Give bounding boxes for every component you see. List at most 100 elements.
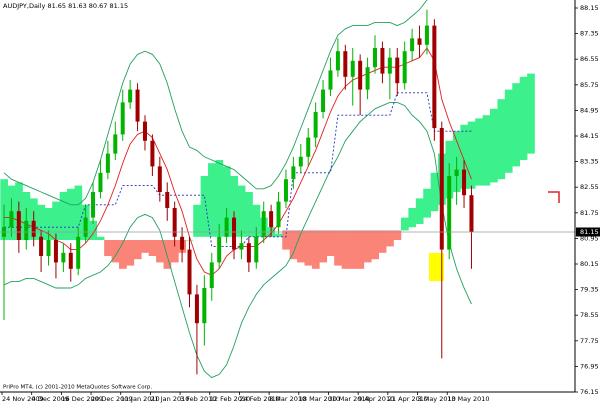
price-box <box>576 227 600 237</box>
candle-body <box>358 60 363 90</box>
x-tick-label: 4 Dec 2009 <box>32 395 69 403</box>
x-tick-label: 3 Feb 2010 <box>180 395 216 403</box>
candle-body <box>283 179 288 202</box>
candle-body <box>9 211 14 228</box>
cloud-column <box>156 240 164 263</box>
cloud-column <box>319 230 328 263</box>
cloud-column <box>37 204 46 240</box>
candle-body <box>239 243 244 250</box>
price-label: 81.15 <box>580 228 599 236</box>
cloud-column <box>230 176 239 237</box>
candle-body <box>46 240 51 256</box>
candle-body <box>424 25 429 45</box>
candle-body <box>91 192 96 218</box>
cloud-column <box>111 240 120 263</box>
cloud-column <box>504 89 513 173</box>
x-tick-label: 30 Mar 2010 <box>328 395 369 403</box>
candle-body <box>217 236 222 263</box>
candle-body <box>276 201 281 228</box>
cloud-column <box>363 230 372 263</box>
candle-body <box>142 121 147 141</box>
cloud-column <box>208 163 216 237</box>
candle-body <box>135 89 140 122</box>
candle-body <box>246 243 251 263</box>
cloud-column <box>200 176 209 237</box>
candle-body <box>328 70 333 90</box>
candle-body <box>410 38 415 52</box>
cloud-column <box>311 230 320 269</box>
cloud-column <box>304 230 313 266</box>
candle-body <box>61 252 66 263</box>
candle-body <box>180 236 185 250</box>
candle-body <box>128 89 133 103</box>
candle-body <box>209 262 214 288</box>
candle-body <box>387 57 392 74</box>
y-tick-label: 76.15 <box>580 388 599 396</box>
y-tick-label: 81.75 <box>580 209 599 217</box>
cloud-column <box>67 188 75 240</box>
cloud-column <box>378 230 387 253</box>
cloud-column <box>475 118 483 186</box>
cloud-column <box>74 185 83 240</box>
candle-body <box>432 25 437 129</box>
candle-body <box>373 48 377 68</box>
candle-body <box>202 288 207 324</box>
x-tick-label: 11 Jan 2010 <box>121 395 160 403</box>
y-tick-label: 83.35 <box>580 158 599 166</box>
y-tick-label: 79.35 <box>580 286 599 294</box>
candle-body <box>447 176 452 250</box>
cloud-column <box>133 240 142 260</box>
y-tick-label: 87.35 <box>580 30 599 38</box>
candle-body <box>298 156 303 167</box>
x-tick-label: 24 Feb 2010 <box>239 395 279 403</box>
cloud-column <box>460 124 469 189</box>
x-tick-label: 3 May 2010 <box>418 395 456 403</box>
candle-body <box>157 166 162 192</box>
cloud-column <box>415 198 424 224</box>
y-tick-label: 76.95 <box>580 362 599 370</box>
cloud-column <box>215 160 224 237</box>
cloud-column <box>356 230 365 269</box>
candle-body <box>83 217 88 237</box>
y-tick-label: 80.95 <box>580 234 599 242</box>
y-tick-label: 88.15 <box>580 4 599 12</box>
signal-marker <box>548 191 560 203</box>
cloud-column <box>222 166 231 237</box>
cloud-column <box>393 230 402 240</box>
y-tick-label: 84.15 <box>580 132 599 140</box>
cloud-column <box>193 204 201 237</box>
cloud-column <box>52 201 60 240</box>
candle-body <box>402 51 407 84</box>
cloud-column <box>467 121 476 189</box>
y-tick-label: 82.55 <box>580 183 599 191</box>
candle-body <box>172 208 177 237</box>
candle-body <box>254 236 259 263</box>
cloud-column <box>490 108 498 183</box>
candle-body <box>150 140 155 167</box>
cloud-column <box>408 208 417 228</box>
cloud-column <box>141 240 149 253</box>
cloud-column <box>59 192 68 240</box>
cloud-column <box>245 192 253 237</box>
candle-body <box>53 240 58 263</box>
copyright: PriPro MT4, (c) 2001-2010 MetaQuotes Sof… <box>3 385 152 391</box>
candle-body <box>187 249 192 295</box>
cloud-column <box>497 99 506 180</box>
candle-body <box>232 217 237 250</box>
cloud-column <box>44 208 53 240</box>
cloud-column <box>119 240 127 269</box>
candle-body <box>335 51 340 71</box>
chart-title: AUDJPY,Daily 81.65 81.63 80.67 81.15 <box>3 2 128 10</box>
cloud-column <box>423 188 431 218</box>
cloud-column <box>334 230 342 266</box>
y-tick-label: 84.95 <box>580 106 599 114</box>
candle-body <box>454 169 459 176</box>
cloud-column <box>519 76 528 160</box>
candle-body <box>224 217 229 237</box>
plot-area <box>0 0 575 379</box>
candle-body <box>31 220 36 237</box>
candle-body <box>105 153 110 173</box>
candle-body <box>76 236 81 269</box>
